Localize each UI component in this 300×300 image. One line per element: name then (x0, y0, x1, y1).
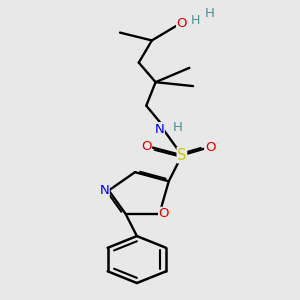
Text: O: O (205, 141, 215, 154)
Text: O: O (159, 207, 169, 220)
Text: H: H (205, 7, 215, 20)
Text: N: N (99, 184, 109, 197)
Text: O: O (141, 140, 152, 153)
Text: N: N (154, 123, 164, 136)
Text: O: O (177, 17, 187, 30)
Text: S: S (177, 148, 187, 163)
Text: H: H (173, 121, 183, 134)
Text: H: H (190, 14, 200, 27)
